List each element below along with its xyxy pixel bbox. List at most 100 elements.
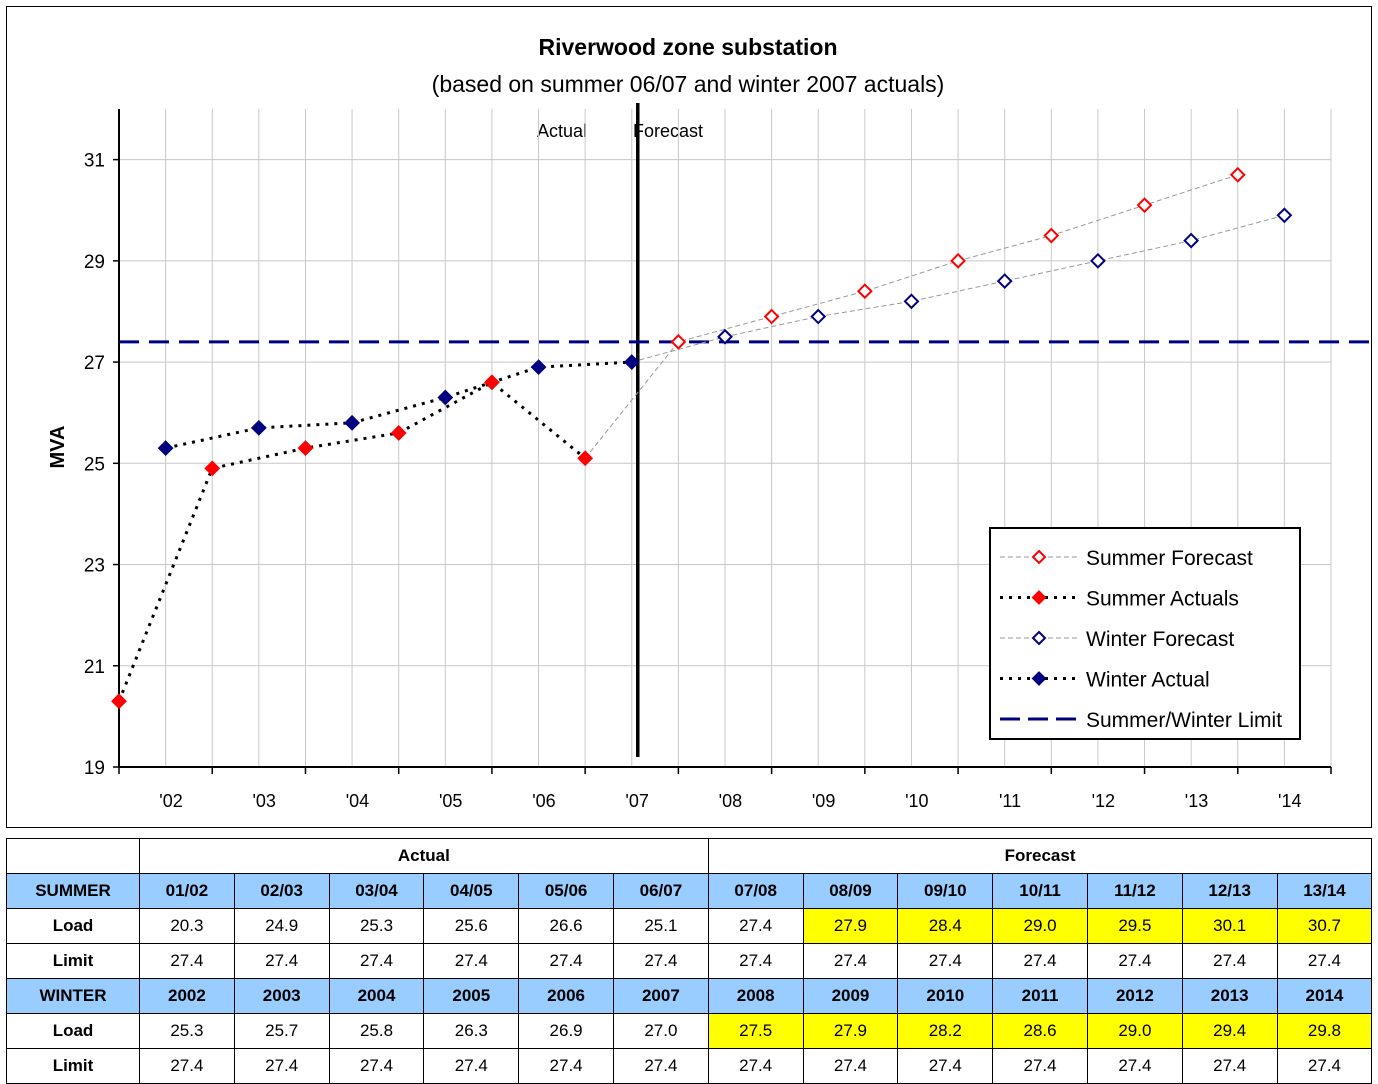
table-cell-winter-limit: 27.4 (1181, 1048, 1278, 1084)
table-cell-winter-limit: 27.4 (612, 1048, 709, 1084)
x-tick-label: '14 (1278, 791, 1301, 811)
chart-subtitle: (based on summer 06/07 and winter 2007 a… (432, 71, 945, 97)
marker-summer-forecast (670, 333, 687, 350)
table-header-cell: 2002 (139, 978, 235, 1014)
table-header-cell: 07/08 (707, 873, 804, 909)
table-cell-summer-load: 26.6 (518, 908, 614, 944)
table-cell-summer-load: 30.7 (1276, 908, 1373, 944)
table-cell-winter-load: 29.8 (1276, 1013, 1373, 1049)
marker-summer-actuals (577, 450, 594, 467)
table-row-label-winter-limit: Limit (6, 1048, 140, 1084)
data-table: Actual Forecast SUMMER 01/02 02/03 03/04 04… (6, 838, 1373, 1084)
table-row-label-summer: SUMMER (6, 873, 140, 909)
table-header-cell: 02/03 (233, 873, 330, 909)
table-cell-winter-load: 25.7 (233, 1013, 330, 1049)
table-header-cell: 01/02 (139, 873, 235, 909)
marker-winter-actual (344, 414, 360, 431)
table-cell-winter-load: 25.3 (139, 1013, 235, 1049)
table-cell-winter-limit: 27.4 (897, 1048, 994, 1084)
table-group-row: Actual Forecast (6, 838, 1373, 874)
series-line-summer-actuals (117, 380, 587, 702)
legend-marker (1031, 590, 1047, 605)
marker-summer-forecast (763, 308, 780, 325)
table-cell-summer-load: 30.1 (1181, 908, 1278, 944)
legend-label: Summer Forecast (1086, 547, 1253, 570)
marker-winter-forecast (810, 308, 827, 325)
marker-winter-actual (157, 440, 174, 457)
legend-marker (1031, 549, 1047, 565)
marker-winter-forecast (996, 273, 1013, 290)
table-row-winter-load: Load 25.3 25.7 25.8 26.3 26.9 27.0 27.5 27.9 28.… (6, 1013, 1373, 1049)
table-header-cell: 2014 (1276, 978, 1373, 1014)
y-tick-label: 21 (84, 657, 105, 678)
x-tick-label: '09 (812, 791, 835, 811)
y-axis-label: MVA (47, 426, 69, 469)
marker-summer-forecast (950, 252, 966, 269)
table-cell-winter-limit: 27.4 (1276, 1048, 1373, 1084)
x-tick-label: '13 (1185, 791, 1208, 811)
table-header-cell: 2010 (897, 978, 994, 1014)
x-tick-label: '12 (1092, 791, 1115, 811)
marker-summer-forecast (1229, 166, 1246, 183)
table-cell-winter-load: 27.5 (707, 1013, 804, 1049)
table-cell-summer-load: 27.9 (802, 908, 899, 944)
table-cell-summer-limit: 27.4 (612, 943, 709, 979)
table-cell-summer-limit: 27.4 (233, 943, 330, 979)
x-tick-label: '11 (999, 791, 1021, 811)
marker-summer-actuals (484, 374, 500, 391)
table-header-cell: 2006 (518, 978, 614, 1014)
table-row-summer-limit: Limit 27.4 27.4 27.4 27.4 27.4 27.4 27.4 27.4 27… (6, 943, 1373, 979)
table-cell-winter-limit: 27.4 (233, 1048, 330, 1084)
table-cell-summer-limit: 27.4 (707, 943, 804, 979)
table-row-label-winter-load: Load (6, 1013, 140, 1049)
table-header-cell: 04/05 (423, 873, 520, 909)
chart-title: Riverwood zone substation (538, 34, 837, 60)
y-tick-label: 25 (84, 454, 105, 475)
table-cell-summer-load: 25.1 (612, 908, 709, 944)
table-row-label-summer-limit: Limit (6, 943, 140, 979)
table-header-cell: 05/06 (518, 873, 614, 909)
marker-summer-actuals (297, 440, 314, 457)
legend-marker (1031, 671, 1047, 686)
table-cell-summer-load: 28.4 (897, 908, 994, 944)
table-cell-winter-limit: 27.4 (518, 1048, 614, 1084)
x-tick-label: '05 (439, 791, 462, 811)
x-tick-label: '10 (905, 791, 928, 811)
x-tick-label: '07 (625, 791, 648, 811)
table-cell-summer-limit: 27.4 (518, 943, 614, 979)
marker-summer-actuals (111, 693, 127, 710)
table-cell-winter-limit: 27.4 (992, 1048, 1088, 1084)
table-row-summer-periods: SUMMER 01/02 02/03 03/04 04/05 05/06 06/07 07/… (6, 873, 1373, 909)
table-group-forecast: Forecast (707, 838, 1373, 874)
table-cell-summer-load: 24.9 (233, 908, 330, 944)
series-line-summer-forecast (584, 174, 1238, 459)
y-tick-label: 29 (84, 252, 105, 273)
chart-frame: Riverwood zone substation (based on summ… (6, 6, 1372, 828)
table-header-cell: 08/09 (802, 873, 899, 909)
table-cell-summer-load: 29.0 (992, 908, 1088, 944)
marker-summer-forecast (856, 283, 873, 300)
table-header-cell: 09/10 (897, 873, 994, 909)
table-cell-winter-limit: 27.4 (423, 1048, 520, 1084)
table-row-winter-limit: Limit 27.4 27.4 27.4 27.4 27.4 27.4 27.4 27.4 27… (6, 1048, 1373, 1084)
table-cell-summer-limit: 27.4 (423, 943, 520, 979)
table-group-actual: Actual (139, 838, 709, 874)
x-tick-label: '06 (532, 791, 555, 811)
marker-winter-forecast (1090, 252, 1106, 269)
table-cell-summer-limit: 27.4 (992, 943, 1088, 979)
legend-label: Winter Actual (1086, 669, 1210, 692)
table-header-cell: 13/14 (1276, 873, 1373, 909)
x-tick-label: '08 (719, 791, 742, 811)
series (111, 103, 1369, 757)
line-chart: Riverwood zone substation (based on summ… (47, 34, 1369, 811)
table-cell-summer-load: 25.6 (423, 908, 520, 944)
divider-label-actual: Actual (537, 121, 587, 141)
divider-label-forecast: Forecast (633, 121, 703, 141)
table-header-cell: 03/04 (328, 873, 425, 909)
table-cell-winter-load: 29.0 (1086, 1013, 1183, 1049)
table-cell-summer-limit: 27.4 (897, 943, 994, 979)
marker-winter-actual (250, 419, 267, 436)
marker-winter-forecast (1183, 232, 1200, 249)
x-tick-label: '03 (252, 791, 275, 811)
table-header-cell: 2004 (328, 978, 425, 1014)
